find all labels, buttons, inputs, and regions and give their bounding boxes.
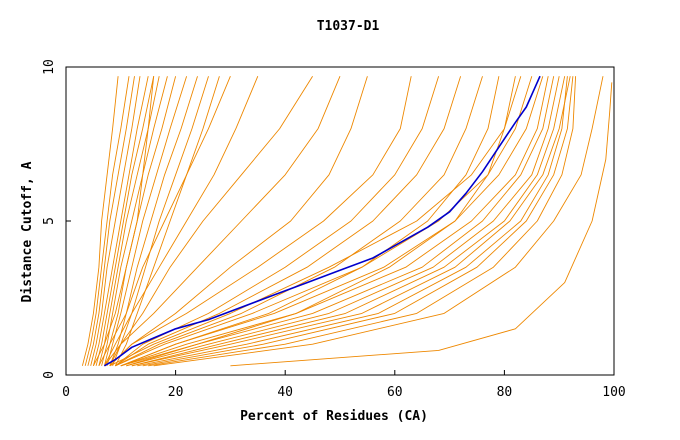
series-line-16 xyxy=(103,76,259,367)
series-line-36 xyxy=(148,76,577,367)
y-tick-label: 10 xyxy=(42,59,57,75)
series-line-23 xyxy=(115,76,483,367)
x-tick-label: 60 xyxy=(387,385,403,400)
plot-frame xyxy=(65,66,615,376)
y-tick-label: 0 xyxy=(42,371,57,379)
series-line-10 xyxy=(109,76,198,366)
series-line-14 xyxy=(92,76,155,367)
series-line-5 xyxy=(95,76,155,366)
highlight-line xyxy=(104,75,541,367)
series-line-37 xyxy=(153,76,604,367)
series-line-21 xyxy=(115,76,440,367)
series-line-31 xyxy=(126,76,560,367)
x-tick-label: 0 xyxy=(62,385,70,400)
series-line-22 xyxy=(115,76,462,367)
series-line-32 xyxy=(131,76,566,367)
y-tick-label: 5 xyxy=(42,217,57,225)
series-line-18 xyxy=(104,76,341,367)
series-line-30 xyxy=(126,76,555,367)
series-line-15 xyxy=(98,76,231,367)
series-line-28 xyxy=(120,76,544,367)
series-line-7 xyxy=(101,76,168,366)
y-axis-label: Distance Cutoff, A xyxy=(20,161,35,302)
series-line-11 xyxy=(112,76,209,366)
series-line-19 xyxy=(109,76,368,367)
y-axis: 0 5 10 xyxy=(42,59,71,379)
series-line-4 xyxy=(92,76,149,366)
series-line-27 xyxy=(115,76,533,367)
x-axis-label: Percent of Residues (CA) xyxy=(240,409,428,424)
series-line-38 xyxy=(230,82,613,367)
series-line-17 xyxy=(109,75,313,367)
series-line-33 xyxy=(131,76,571,367)
series-line-12 xyxy=(114,76,220,367)
series-line-2 xyxy=(87,76,135,366)
x-axis: 0 20 40 60 80 100 xyxy=(62,370,626,400)
highlight-layer xyxy=(104,75,541,367)
series-line-25 xyxy=(120,76,516,367)
series-line-29 xyxy=(120,76,549,367)
series-line-9 xyxy=(106,76,188,366)
series-layer xyxy=(81,75,613,367)
series-line-3 xyxy=(90,76,141,366)
x-tick-label: 80 xyxy=(497,385,513,400)
series-line-34 xyxy=(137,76,568,367)
x-tick-label: 100 xyxy=(602,385,625,400)
series-line-13 xyxy=(81,76,119,366)
x-tick-label: 40 xyxy=(277,385,293,400)
series-line-26 xyxy=(109,76,522,367)
series-line-20 xyxy=(109,76,412,367)
series-line-1 xyxy=(84,76,130,366)
x-tick-label: 20 xyxy=(168,385,184,400)
series-line-6 xyxy=(98,76,160,366)
chart-title: T1037-D1 xyxy=(317,19,380,34)
series-line-35 xyxy=(142,76,574,367)
